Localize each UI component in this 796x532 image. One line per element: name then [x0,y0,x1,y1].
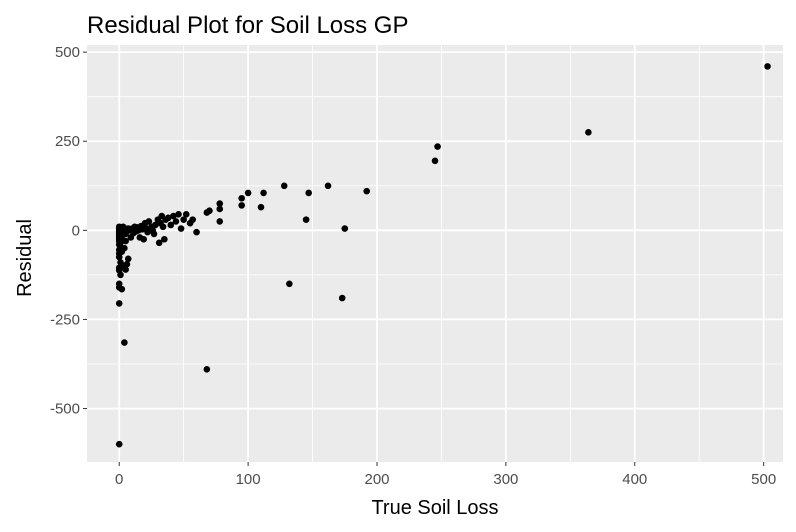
data-point [286,280,293,288]
x-tick-label: 500 [751,471,776,488]
data-point [305,189,312,197]
data-point [260,189,267,197]
data-point [189,216,196,223]
data-point [155,239,163,247]
data-point [341,225,349,232]
data-point [172,218,180,225]
data-point [159,223,167,231]
data-point [180,216,187,223]
data-point [363,187,370,195]
data-point [144,228,151,236]
data-point [257,203,265,211]
data-point [145,218,153,225]
data-point [238,194,245,202]
data-point [124,255,132,263]
y-tick-label: -500 [50,401,80,418]
y-tick-label: 0 [72,222,80,239]
data-point [170,212,177,220]
y-tick-label: -250 [50,311,80,328]
data-point [167,221,175,229]
x-tick-label: 200 [364,471,389,488]
data-point [121,244,128,252]
x-tick-label: 400 [622,471,647,488]
data-point [140,235,148,243]
x-tick-label: 100 [236,471,261,488]
y-tick-label: 500 [55,44,80,61]
y-axis: -500 -250 0 250 500 [50,44,87,418]
data-point [434,143,441,150]
data-point [115,300,123,307]
data-point [122,266,129,273]
data-point [203,366,211,373]
data-point [206,207,213,215]
data-point [193,228,200,236]
data-point [216,200,224,207]
data-point [324,182,332,190]
y-tick-label: 250 [55,133,80,150]
data-point [115,253,123,261]
data-point [121,339,128,346]
data-point [216,218,224,225]
data-point [338,294,346,302]
data-point [238,202,245,209]
data-point [164,214,172,222]
data-point [115,440,123,448]
data-point [175,210,182,218]
chart-title: Residual Plot for Soil Loss GP [87,12,408,39]
data-point [216,205,224,213]
x-tick-label: 300 [493,471,518,488]
data-point [122,237,129,245]
grid-minor [87,45,783,462]
data-point [280,182,288,190]
data-point [764,63,771,70]
x-tick-label: 0 [115,471,123,488]
data-point [152,221,159,229]
data-point [150,230,158,238]
x-axis: 0 100 200 300 400 500 [115,462,776,488]
data-point [244,189,252,197]
x-axis-label: True Soil Loss [371,497,498,519]
data-point [118,285,126,293]
data-point [302,216,310,223]
data-point [177,225,185,232]
grid-major [87,45,783,462]
data-point [123,260,131,268]
data-point [431,157,439,165]
data-point [585,129,592,136]
y-axis-label: Residual [14,219,36,297]
data-points [115,63,771,448]
data-point [161,235,168,243]
plot-panel [87,45,783,462]
data-point [182,210,190,218]
data-point [117,271,124,279]
